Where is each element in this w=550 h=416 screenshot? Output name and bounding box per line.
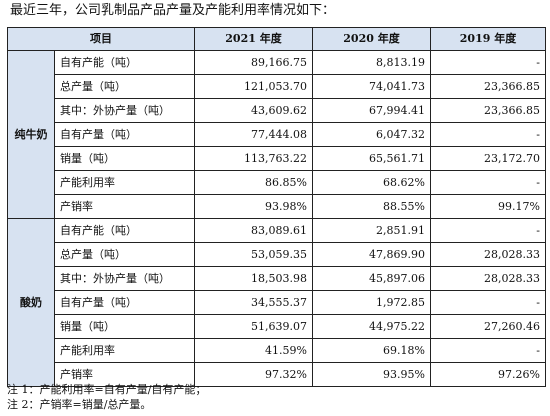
value-2019: 28,028.33	[430, 242, 546, 267]
value-2020: 45,897.06	[312, 266, 431, 291]
value-2019: 97.26%	[430, 362, 546, 387]
table-row: 其中：外协产量（吨） 43,609.62 67,994.41 23,366.85	[8, 98, 546, 123]
table-row: 产能利用率 41.59% 69.18% -	[8, 338, 546, 363]
value-2021: 18,503.98	[194, 266, 313, 291]
value-2020: 69.18%	[312, 338, 431, 363]
table-row: 自有产量（吨） 34,555.37 1,972.85 -	[8, 290, 546, 315]
header-2019: 2019 年度	[430, 27, 546, 51]
table-header: 项目 2021 年度 2020 年度 2019 年度	[7, 27, 546, 51]
value-2020: 65,561.71	[312, 146, 431, 171]
value-2021: 97.32%	[194, 362, 313, 387]
table-body: 纯牛奶 自有产能（吨） 89,166.75 8,813.19 - 总产量（吨） …	[7, 50, 546, 387]
value-2020: 93.95%	[312, 362, 431, 387]
group-label: 纯牛奶	[7, 50, 55, 219]
value-2021: 51,639.07	[194, 314, 313, 339]
table-row: 产销率 97.32% 93.95% 97.26%	[8, 362, 546, 387]
group-label: 酸奶	[7, 218, 55, 387]
row-item: 销量（吨）	[54, 146, 195, 171]
value-2019: -	[430, 290, 546, 315]
production-table: 项目 2021 年度 2020 年度 2019 年度 纯牛奶 自有产能（吨） 8…	[7, 27, 546, 387]
header-item: 项目	[7, 27, 195, 51]
table-row: 产能利用率 86.85% 68.62% -	[8, 170, 546, 195]
value-2020: 74,041.73	[312, 74, 431, 99]
table-row: 纯牛奶 自有产能（吨） 89,166.75 8,813.19 -	[7, 50, 546, 219]
value-2020: 8,813.19	[312, 50, 431, 75]
value-2020: 68.62%	[312, 170, 431, 195]
row-item: 其中：外协产量（吨）	[54, 266, 195, 291]
value-2019: 27,260.46	[430, 314, 546, 339]
value-2021: 121,053.70	[194, 74, 313, 99]
table-row: 其中：外协产量（吨） 18,503.98 45,897.06 28,028.33	[8, 266, 546, 291]
value-2019: -	[430, 170, 546, 195]
value-2019: -	[430, 122, 546, 147]
row-item: 其中：外协产量（吨）	[54, 98, 195, 123]
table-row: 酸奶 自有产能（吨） 83,089.61 2,851.91 -	[7, 218, 546, 387]
value-2021: 77,444.08	[194, 122, 313, 147]
row-item: 产销率	[54, 362, 195, 387]
value-2020: 47,869.90	[312, 242, 431, 267]
value-2019: 23,366.85	[430, 98, 546, 123]
value-2021: 43,609.62	[194, 98, 313, 123]
row-item: 产能利用率	[54, 338, 195, 363]
table-row: 销量（吨） 51,639.07 44,975.22 27,260.46	[8, 314, 546, 339]
value-2021: 53,059.35	[194, 242, 313, 267]
value-2021: 83,089.61	[194, 218, 313, 243]
table-row: 产销率 93.98% 88.55% 99.17%	[8, 194, 546, 219]
row-item: 总产量（吨）	[54, 74, 195, 99]
value-2021: 113,763.22	[194, 146, 313, 171]
table-row: 总产量（吨） 53,059.35 47,869.90 28,028.33	[8, 242, 546, 267]
value-2020: 6,047.32	[312, 122, 431, 147]
value-2020: 88.55%	[312, 194, 431, 219]
table-row: 总产量（吨） 121,053.70 74,041.73 23,366.85	[8, 74, 546, 99]
header-2021: 2021 年度	[194, 27, 313, 51]
value-2019: -	[430, 218, 546, 243]
row-item: 产销率	[54, 194, 195, 219]
value-2021: 34,555.37	[194, 290, 313, 315]
value-2020: 2,851.91	[312, 218, 431, 243]
row-item: 产能利用率	[54, 170, 195, 195]
value-2019: -	[430, 50, 546, 75]
row-item: 自有产量（吨）	[54, 290, 195, 315]
table-row: 销量（吨） 113,763.22 65,561.71 23,172.70	[8, 146, 546, 171]
value-2019: -	[430, 338, 546, 363]
footnotes: 注 1：产能利用率=自有产量/自有产能； 注 2：产销率=销量/总产量。	[7, 382, 206, 412]
header-2020: 2020 年度	[312, 27, 431, 51]
footnote-1: 注 1：产能利用率=自有产量/自有产能；	[7, 383, 207, 396]
value-2019: 23,172.70	[430, 146, 546, 171]
value-2020: 44,975.22	[312, 314, 431, 339]
value-2021: 86.85%	[194, 170, 313, 195]
row-item: 销量（吨）	[54, 314, 195, 339]
row-item: 自有产能（吨）	[54, 50, 195, 75]
value-2020: 67,994.41	[312, 98, 431, 123]
value-2019: 23,366.85	[430, 74, 546, 99]
row-item: 自有产量（吨）	[54, 122, 195, 147]
value-2020: 1,972.85	[312, 290, 431, 315]
value-2021: 89,166.75	[194, 50, 313, 75]
value-2019: 28,028.33	[430, 266, 546, 291]
table-row: 自有产量（吨） 77,444.08 6,047.32 -	[8, 122, 546, 147]
row-item: 总产量（吨）	[54, 242, 195, 267]
value-2021: 41.59%	[194, 338, 313, 363]
footnote-2: 注 2：产销率=销量/总产量。	[7, 398, 152, 411]
intro-text: 最近三年，公司乳制品产品产量及产能利用率情况如下：	[10, 3, 336, 18]
row-item: 自有产能（吨）	[54, 218, 195, 243]
value-2019: 99.17%	[430, 194, 546, 219]
value-2021: 93.98%	[194, 194, 313, 219]
